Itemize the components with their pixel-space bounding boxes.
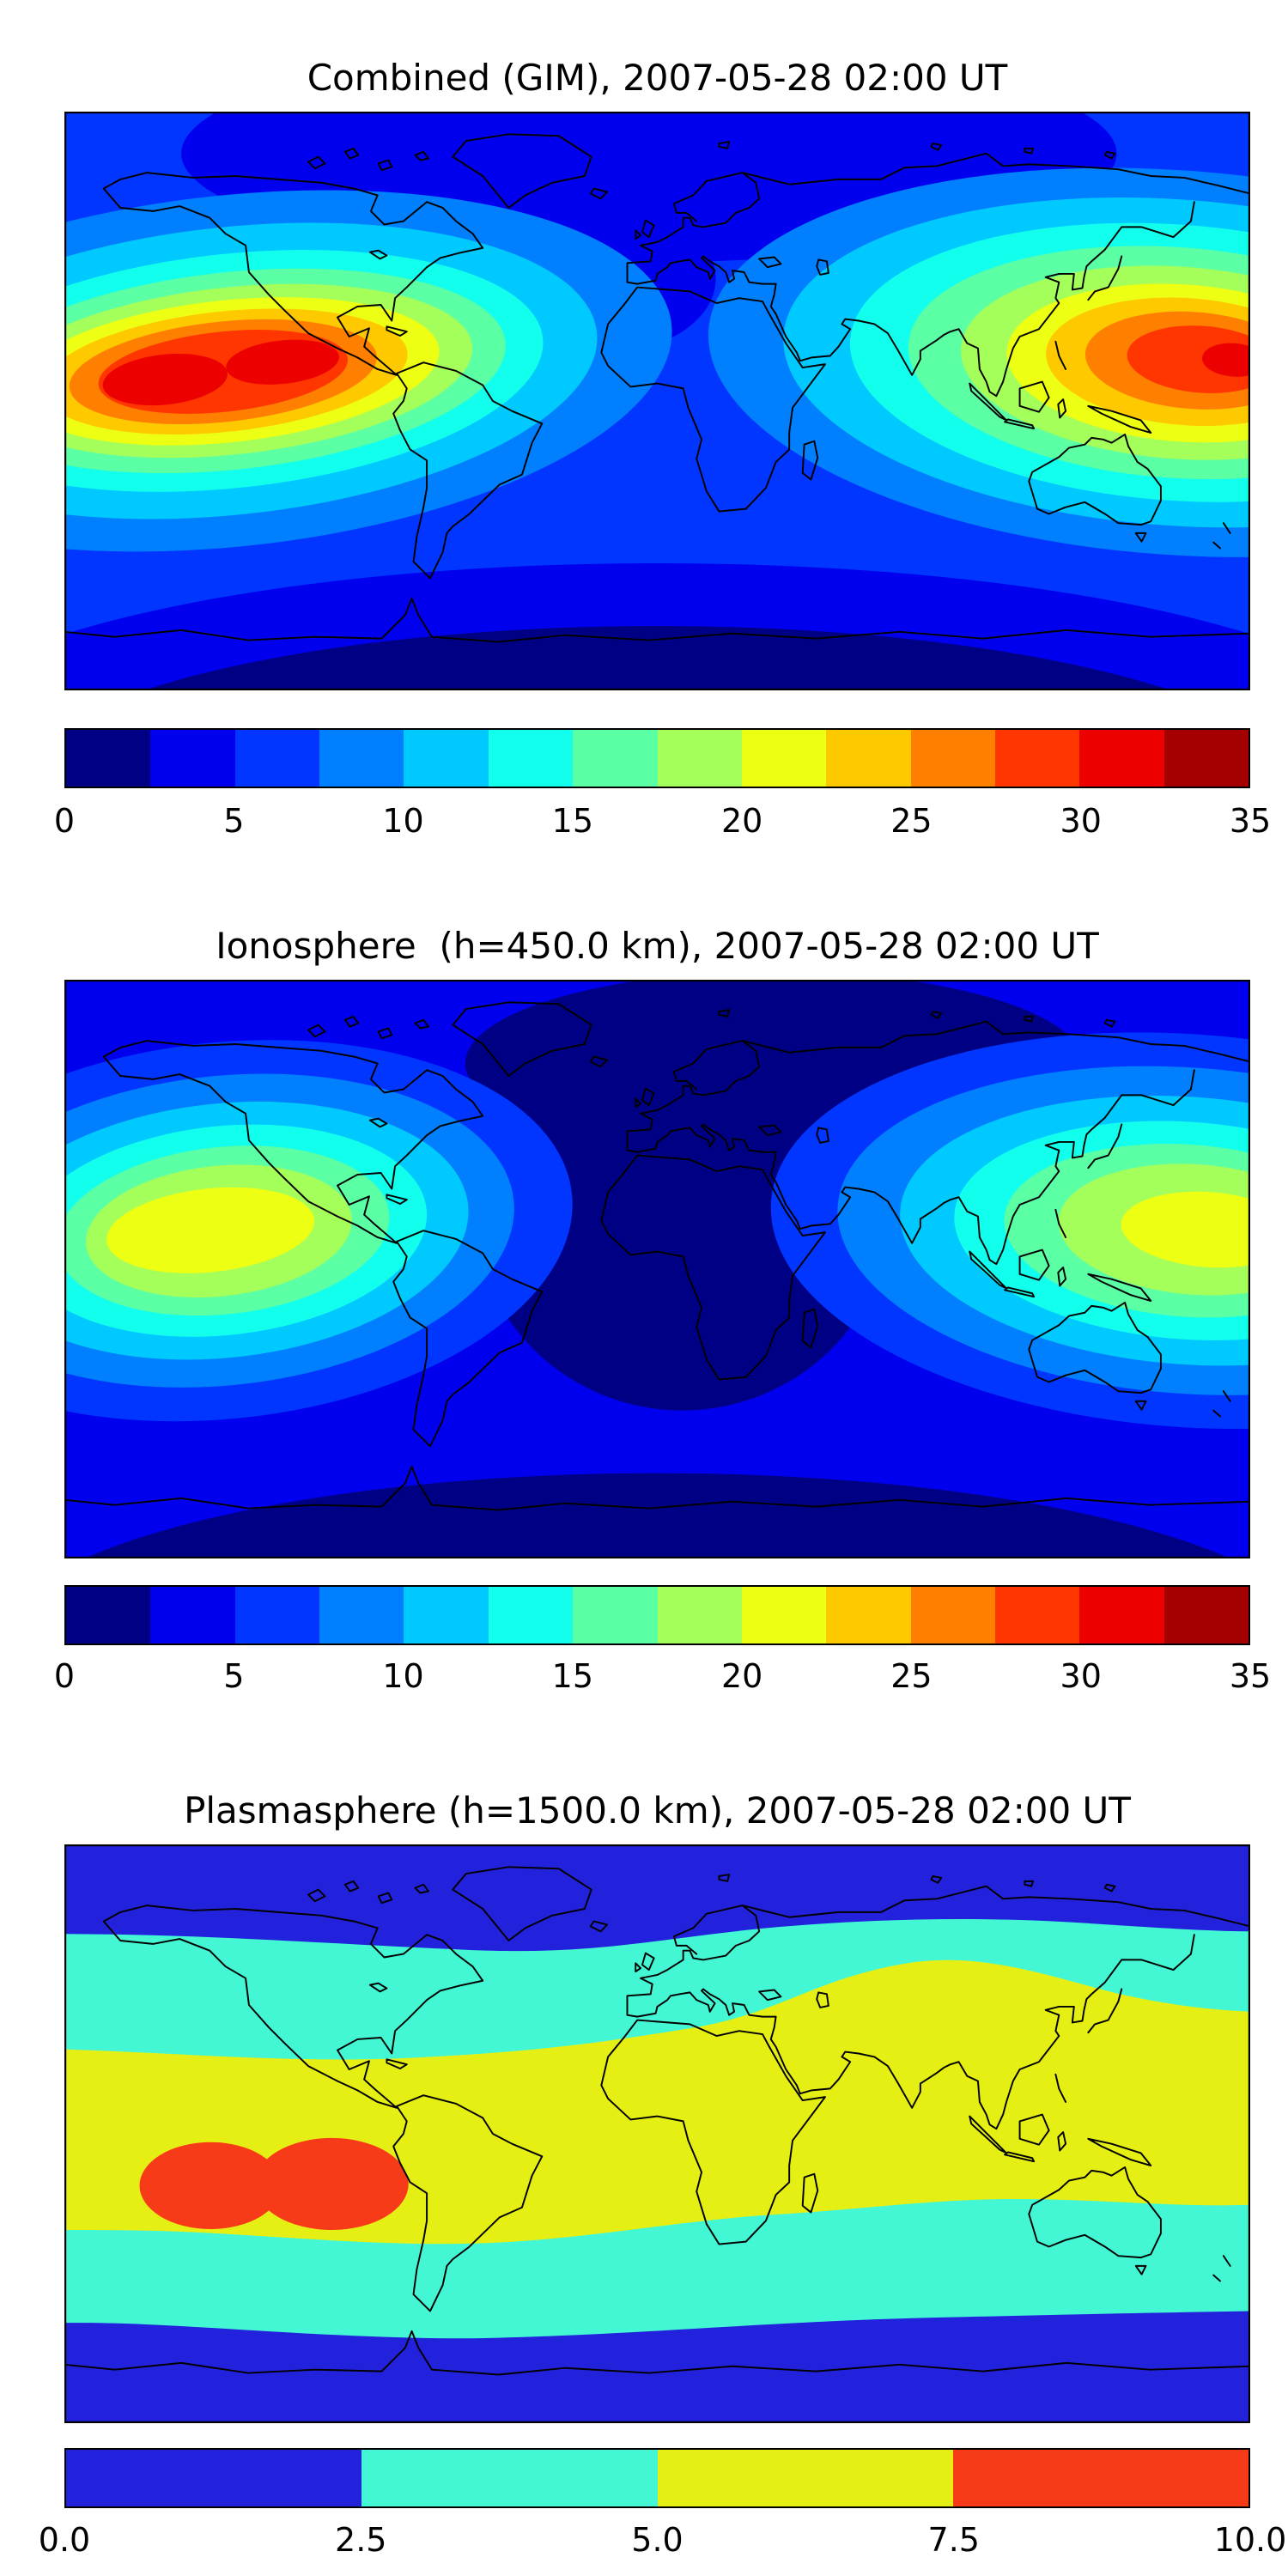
tick-label: 10.0 xyxy=(1213,2521,1287,2559)
tick-label: 15 xyxy=(551,1657,594,1695)
tick-label: 20 xyxy=(720,802,763,840)
map-combined-gim xyxy=(64,112,1250,690)
tick-label: 20 xyxy=(720,1657,763,1695)
tick-label: 0.0 xyxy=(38,2521,91,2559)
asia-anomaly-contours xyxy=(770,1032,1250,1430)
tick-label: 30 xyxy=(1060,1657,1102,1695)
tick-label: 25 xyxy=(890,802,933,840)
colorbar-plasmasphere xyxy=(64,2448,1250,2508)
tick-label: 10 xyxy=(382,802,424,840)
plasmasphere-peak xyxy=(139,2137,409,2231)
panel-ionosphere-title: Ionosphere (h=450.0 km), 2007-05-28 02:0… xyxy=(216,925,1099,967)
tick-label: 5.0 xyxy=(631,2521,683,2559)
tick-label: 25 xyxy=(890,1657,933,1695)
colorbar-plasmasphere-ticks: 0.0 2.5 5.0 7.5 10.0 xyxy=(39,2521,1287,2564)
map-frame xyxy=(64,112,1250,690)
panel-plasmasphere-title: Plasmasphere (h=1500.0 km), 2007-05-28 0… xyxy=(184,1789,1131,1832)
pacific-anomaly-contours xyxy=(64,190,672,552)
colorbar-ionosphere xyxy=(64,1585,1250,1645)
map-frame xyxy=(64,980,1250,1558)
map-ionosphere xyxy=(64,980,1250,1558)
low-tec-regions xyxy=(84,980,1230,1558)
map-ionosphere-svg xyxy=(64,980,1250,1558)
tick-label: 35 xyxy=(1229,1657,1272,1695)
tick-label: 0 xyxy=(53,802,76,840)
tick-label: 10 xyxy=(382,1657,424,1695)
colorbar-ionosphere-ticks: 0 5 10 15 20 25 30 35 xyxy=(54,1657,1271,1700)
tick-label: 35 xyxy=(1229,802,1272,840)
tick-label: 0 xyxy=(53,1657,76,1695)
southern-low xyxy=(84,1473,1230,1558)
tick-label: 5 xyxy=(223,802,245,840)
asia-anomaly-contours xyxy=(708,167,1250,557)
panel-combined-title: Combined (GIM), 2007-05-28 02:00 UT xyxy=(307,57,1008,99)
colorbar-combined-ticks: 0 5 10 15 20 25 30 35 xyxy=(54,802,1271,845)
pacific-anomaly-contours xyxy=(64,1040,573,1422)
map-plasmasphere xyxy=(64,1844,1250,2423)
colorbar-combined xyxy=(64,728,1250,788)
tick-label: 5 xyxy=(223,1657,245,1695)
map-combined-svg xyxy=(64,112,1250,690)
tick-label: 7.5 xyxy=(927,2521,980,2559)
map-plasmasphere-svg xyxy=(64,1844,1250,2423)
map-frame xyxy=(64,1844,1250,2423)
tick-label: 30 xyxy=(1060,802,1102,840)
tick-label: 2.5 xyxy=(335,2521,387,2559)
tick-label: 15 xyxy=(551,802,594,840)
southern-lowest xyxy=(143,626,1171,690)
